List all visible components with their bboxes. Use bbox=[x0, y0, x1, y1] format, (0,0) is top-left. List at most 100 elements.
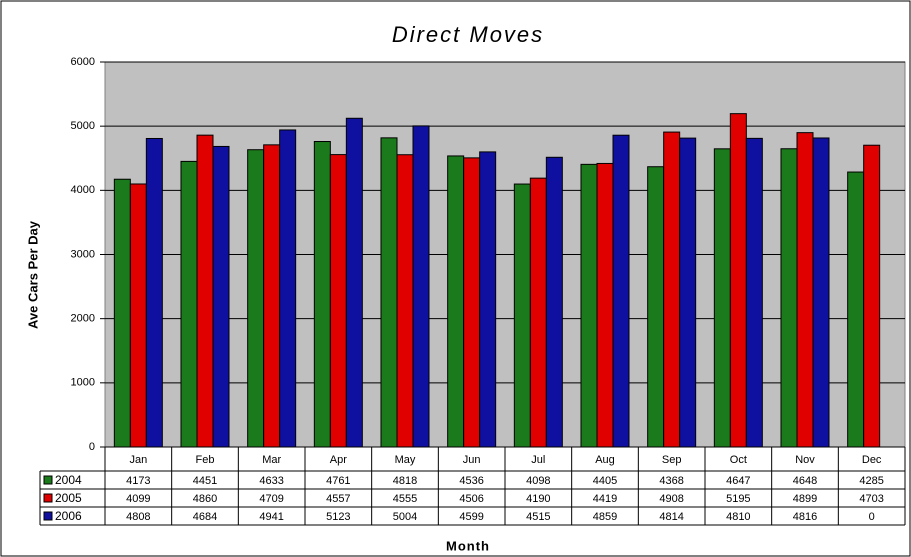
bar bbox=[729, 113, 747, 448]
table-cell: 4098 bbox=[526, 475, 550, 487]
table-cell: 4818 bbox=[393, 475, 417, 487]
table-cell: 4599 bbox=[459, 511, 483, 523]
table-cell: 4515 bbox=[526, 511, 550, 523]
x-tick-label: Feb bbox=[196, 454, 215, 466]
bar bbox=[345, 117, 363, 448]
x-tick-label: Apr bbox=[330, 454, 347, 466]
table-cell: 4368 bbox=[659, 475, 683, 487]
table-cell: 4761 bbox=[326, 475, 350, 487]
x-tick-label: Aug bbox=[595, 454, 615, 466]
table-cell: 4405 bbox=[593, 475, 617, 487]
table-cell: 4099 bbox=[126, 493, 150, 505]
y-axis-label: Ave Cars Per Day bbox=[25, 220, 40, 329]
bar bbox=[713, 148, 731, 448]
table-cell: 4899 bbox=[793, 493, 817, 505]
table-cell: 4419 bbox=[593, 493, 617, 505]
bar bbox=[412, 125, 430, 448]
x-tick-label: Jun bbox=[463, 454, 481, 466]
bar bbox=[812, 137, 830, 448]
bar bbox=[663, 131, 681, 448]
table-cell: 4647 bbox=[726, 475, 750, 487]
table-cell: 4703 bbox=[859, 493, 883, 505]
table-cell: 4810 bbox=[726, 511, 750, 523]
table-cell: 5004 bbox=[393, 511, 417, 523]
table-cell: 4816 bbox=[793, 511, 817, 523]
x-tick-label: Oct bbox=[730, 454, 747, 466]
bar bbox=[847, 171, 865, 448]
y-tick-label: 5000 bbox=[71, 120, 95, 132]
bar bbox=[529, 177, 547, 448]
table-cell: 0 bbox=[869, 511, 875, 523]
bar bbox=[612, 134, 630, 448]
bar bbox=[796, 132, 814, 448]
bar bbox=[447, 155, 465, 448]
bar bbox=[580, 163, 598, 448]
bar bbox=[745, 137, 763, 448]
bar bbox=[596, 162, 614, 448]
table-cell: 4557 bbox=[326, 493, 350, 505]
legend-key bbox=[43, 511, 53, 521]
bar bbox=[380, 137, 398, 448]
x-tick-label: Jan bbox=[129, 454, 147, 466]
x-tick-label: Mar bbox=[262, 454, 281, 466]
table-cell: 4684 bbox=[193, 511, 217, 523]
legend-key bbox=[43, 493, 53, 503]
bar bbox=[247, 149, 265, 448]
y-tick-label: 2000 bbox=[71, 313, 95, 325]
table-cell: 4451 bbox=[193, 475, 217, 487]
table-cell: 4648 bbox=[793, 475, 817, 487]
table-cell: 4555 bbox=[393, 493, 417, 505]
table-cell: 4190 bbox=[526, 493, 550, 505]
y-tick-label: 6000 bbox=[71, 56, 95, 68]
x-tick-label: Nov bbox=[795, 454, 815, 466]
bar bbox=[780, 148, 798, 448]
table-cell: 4285 bbox=[859, 475, 883, 487]
bar bbox=[479, 151, 497, 448]
x-tick-label: Sep bbox=[662, 454, 682, 466]
x-tick-label: Dec bbox=[862, 454, 882, 466]
table-cell: 4860 bbox=[193, 493, 217, 505]
bar bbox=[279, 129, 297, 448]
table-cell: 5195 bbox=[726, 493, 750, 505]
bar bbox=[647, 166, 665, 448]
bar bbox=[329, 154, 347, 448]
bar bbox=[129, 183, 147, 448]
bar bbox=[863, 144, 881, 448]
table-cell: 4536 bbox=[459, 475, 483, 487]
x-axis-label: Month bbox=[446, 538, 490, 553]
y-tick-label: 3000 bbox=[71, 248, 95, 260]
table-cell: 4941 bbox=[259, 511, 283, 523]
bar bbox=[263, 144, 281, 448]
x-tick-label: May bbox=[395, 454, 416, 466]
bar bbox=[513, 183, 531, 448]
table-cell: 4173 bbox=[126, 475, 150, 487]
bar bbox=[145, 137, 163, 448]
bar bbox=[679, 137, 697, 448]
legend-label: 2005 bbox=[55, 491, 82, 505]
bar bbox=[545, 156, 563, 448]
table-cell: 4506 bbox=[459, 493, 483, 505]
legend-label: 2006 bbox=[55, 509, 82, 523]
table-cell: 4859 bbox=[593, 511, 617, 523]
table-cell: 4633 bbox=[259, 475, 283, 487]
table-cell: 4814 bbox=[659, 511, 683, 523]
bar bbox=[396, 154, 414, 448]
table-cell: 5123 bbox=[326, 511, 350, 523]
table-cell: 4908 bbox=[659, 493, 683, 505]
bar bbox=[313, 141, 331, 448]
bar bbox=[113, 178, 131, 448]
chart-title: Direct Moves bbox=[392, 22, 544, 47]
legend-key bbox=[43, 475, 53, 485]
bar bbox=[196, 134, 214, 448]
bar bbox=[212, 145, 230, 448]
bar bbox=[180, 160, 198, 448]
table-cell: 4808 bbox=[126, 511, 150, 523]
legend-label: 2004 bbox=[55, 473, 82, 487]
bar bbox=[463, 157, 481, 448]
y-tick-label: 1000 bbox=[71, 377, 95, 389]
y-tick-label: 4000 bbox=[71, 184, 95, 196]
y-tick-label: 0 bbox=[89, 441, 95, 453]
x-tick-label: Jul bbox=[531, 454, 545, 466]
table-cell: 4709 bbox=[259, 493, 283, 505]
